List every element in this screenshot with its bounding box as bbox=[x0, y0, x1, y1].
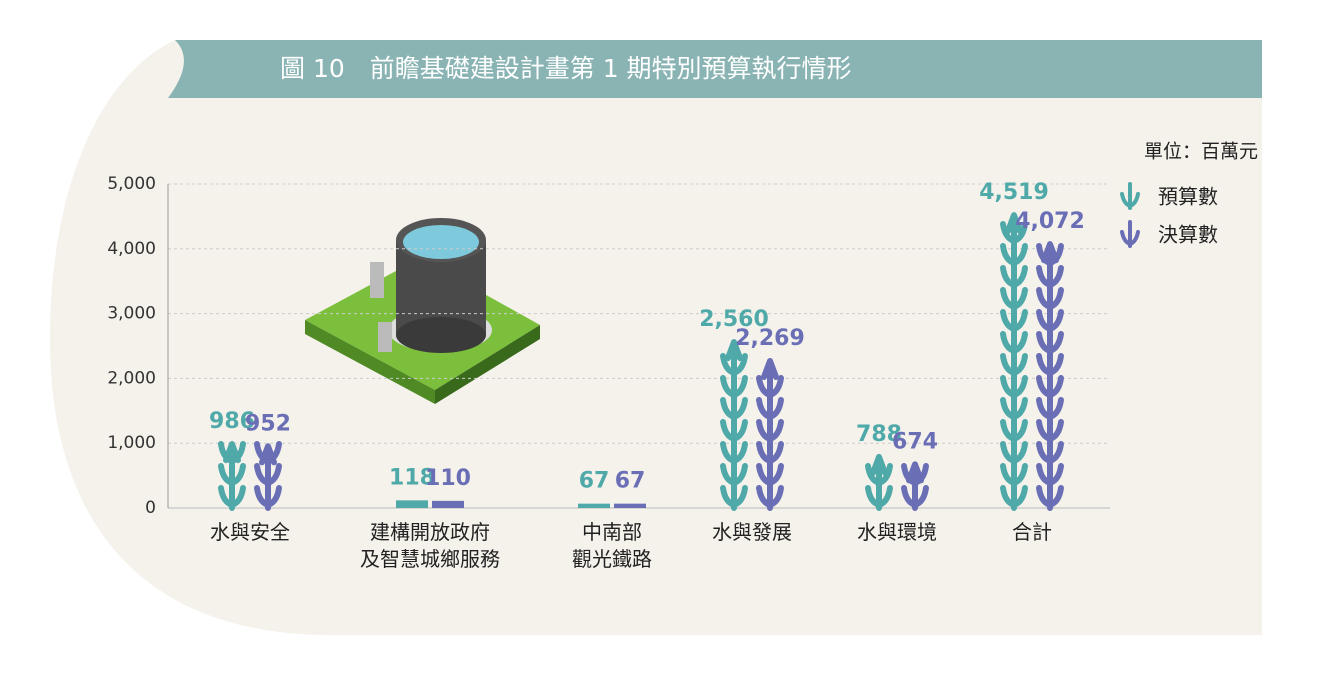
value-label: 4,072 bbox=[1015, 209, 1085, 234]
bar bbox=[396, 500, 428, 508]
y-tick-label: 2,000 bbox=[107, 368, 156, 388]
y-tick-label: 3,000 bbox=[107, 304, 156, 324]
value-label: 952 bbox=[245, 411, 291, 436]
value-label: 986 bbox=[209, 409, 255, 434]
x-tick-label: 水與環境 bbox=[857, 520, 937, 544]
bar bbox=[1036, 241, 1064, 511]
bar bbox=[578, 503, 610, 508]
y-tick-label: 5,000 bbox=[107, 174, 156, 194]
value-label: 2,269 bbox=[735, 326, 805, 351]
y-tick-label: 4,000 bbox=[107, 239, 156, 259]
value-label: 118 bbox=[389, 465, 435, 490]
background-panel bbox=[50, 40, 1262, 635]
bar bbox=[756, 357, 784, 511]
bar bbox=[865, 453, 893, 511]
value-label: 4,519 bbox=[979, 180, 1049, 205]
unit-label: 單位：百萬元 bbox=[1144, 141, 1258, 163]
bar bbox=[432, 500, 464, 508]
x-tick-label: 中南部觀光鐵路 bbox=[572, 520, 652, 571]
bar bbox=[218, 441, 246, 511]
y-tick-label: 1,000 bbox=[107, 433, 156, 453]
value-label: 674 bbox=[892, 429, 938, 454]
bar bbox=[254, 441, 282, 511]
bar bbox=[720, 339, 748, 511]
value-label: 67 bbox=[615, 469, 646, 494]
bar bbox=[614, 503, 646, 508]
value-label: 788 bbox=[856, 422, 902, 447]
illustration bbox=[305, 218, 540, 404]
x-tick-label: 建構開放政府及智慧城鄉服務 bbox=[360, 520, 500, 571]
legend-icon bbox=[1120, 220, 1140, 248]
title-bar bbox=[168, 40, 1262, 98]
legend-label: 決算數 bbox=[1158, 223, 1218, 247]
bar bbox=[901, 461, 929, 511]
legend-label: 預算數 bbox=[1158, 185, 1218, 209]
y-tick-label: 0 bbox=[145, 498, 156, 518]
bar bbox=[1000, 212, 1028, 511]
value-label: 2,560 bbox=[699, 307, 769, 332]
chart-title: 圖 10 前瞻基礎建設計畫第 1 期特別預算執行情形 bbox=[280, 54, 852, 83]
x-tick-label: 水與發展 bbox=[712, 520, 792, 544]
legend-icon bbox=[1120, 182, 1140, 210]
x-tick-label: 水與安全 bbox=[210, 520, 290, 544]
value-label: 110 bbox=[425, 466, 471, 491]
value-label: 67 bbox=[579, 469, 610, 494]
x-tick-label: 合計 bbox=[1012, 520, 1052, 544]
